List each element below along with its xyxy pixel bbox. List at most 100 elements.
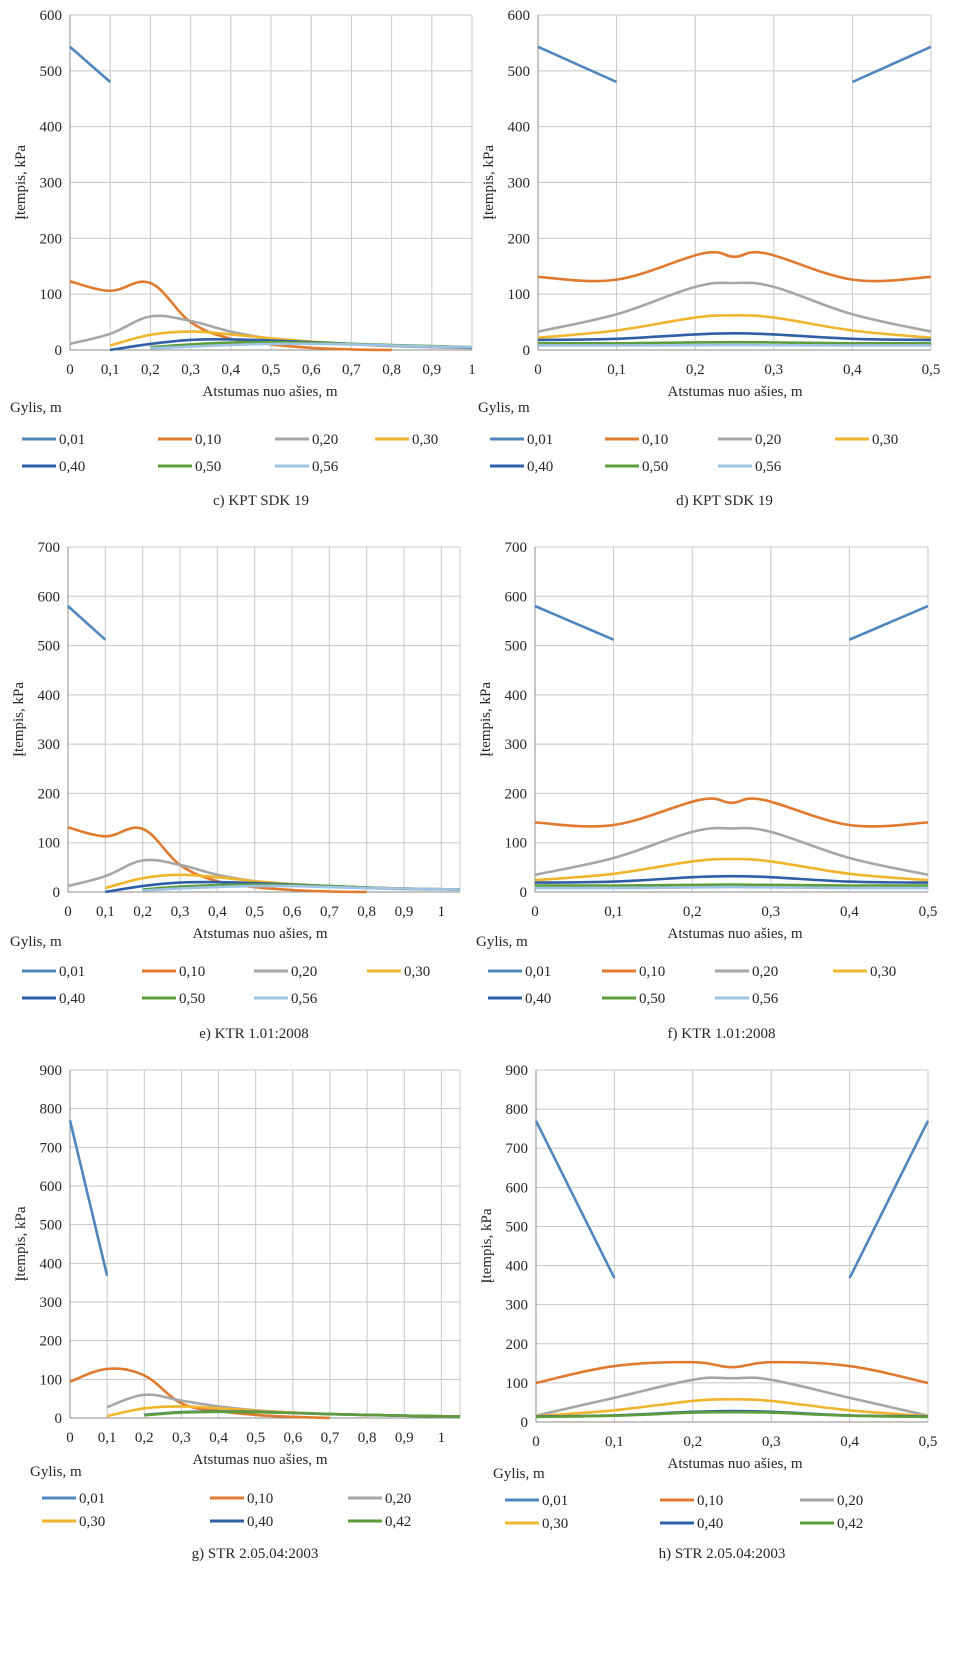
x-tick-label: 0,7 [321, 1430, 340, 1446]
x-tick-label: 0,6 [283, 1430, 302, 1446]
x-axis-title: Atstumas nuo ašies, m [193, 1452, 328, 1468]
series-line-0-01 [848, 604, 929, 641]
legend-label: 0,30 [542, 1516, 568, 1532]
y-axis-title: Įtempis, kPa [479, 1208, 495, 1283]
x-tick-label: 0,1 [98, 1430, 117, 1446]
series-line-0-40 [537, 332, 932, 342]
legend-label: 0,10 [639, 964, 665, 980]
y-tick-label: 0 [520, 885, 528, 901]
legend-label: 0,56 [312, 459, 339, 475]
x-tick-label: 0,5 [245, 904, 264, 920]
x-tick-label: 0,1 [605, 1434, 624, 1450]
y-tick-label: 300 [505, 737, 528, 753]
y-tick-label: 0 [55, 1411, 63, 1427]
legend-label: 0,20 [385, 1491, 411, 1507]
y-tick-label: 400 [508, 120, 531, 136]
legend-label: 0,10 [247, 1491, 273, 1507]
x-tick-label: 0,3 [171, 904, 190, 920]
x-tick-label: 0 [64, 904, 72, 920]
y-tick-label: 500 [508, 64, 531, 80]
legend-label: 0,01 [59, 432, 85, 448]
y-axis-title: Įtempis, kPa [13, 145, 29, 220]
series-line-0-01 [848, 1120, 930, 1279]
y-tick-label: 600 [506, 1180, 529, 1196]
legend-title: Gylis, m [10, 934, 62, 950]
y-tick-label: 300 [40, 176, 63, 192]
legend-title: Gylis, m [10, 400, 62, 416]
legend-label: 0,56 [755, 459, 782, 475]
legend-label: 0,01 [525, 964, 551, 980]
y-tick-label: 100 [40, 287, 63, 303]
chart-panel-5: 0 100 200 300 400 500 600 700 800 900 0 0,1 0,2 0,3 0,… [479, 1063, 937, 1562]
series-line-0-20 [535, 1376, 929, 1417]
y-tick-label: 800 [40, 1102, 63, 1118]
series-line-0-20 [537, 281, 932, 333]
y-tick-label: 300 [508, 176, 531, 192]
x-tick-label: 0 [66, 1430, 74, 1446]
legend-label: 0,56 [291, 991, 318, 1007]
x-tick-label: 0,3 [764, 362, 783, 378]
series-line-0-56 [537, 343, 932, 347]
legend-label: 0,10 [195, 432, 221, 448]
y-axis-title: Įtempis, kPa [478, 682, 494, 757]
legend-label: 0,40 [247, 1514, 273, 1530]
y-tick-label: 600 [40, 8, 63, 24]
y-tick-label: 600 [505, 589, 528, 605]
legend-title: Gylis, m [478, 400, 530, 416]
legend-title: Gylis, m [30, 1464, 82, 1480]
chart-panel-4: 0 100 200 300 400 500 600 700 800 900 0 0,1 0,2 0,3 0,… [13, 1063, 461, 1562]
y-tick-label: 100 [38, 836, 61, 852]
series-line-0-56 [142, 884, 461, 892]
series-line-0-30 [537, 314, 932, 339]
series-line-0-30 [534, 857, 929, 882]
x-tick-label: 0,3 [761, 904, 780, 920]
x-tick-label: 1 [438, 904, 446, 920]
y-tick-label: 400 [505, 688, 528, 704]
legend-label: 0,01 [79, 1491, 105, 1507]
legend-label: 0,30 [870, 964, 896, 980]
y-tick-label: 900 [40, 1063, 63, 1079]
series-line-0-01 [537, 45, 618, 84]
legend-label: 0,40 [59, 991, 85, 1007]
x-axis-title: Atstumas nuo ašies, m [668, 926, 803, 942]
series-line-0-10 [537, 250, 932, 283]
x-tick-label: 0,4 [843, 362, 862, 378]
legend-label: 0,01 [59, 964, 85, 980]
series-line-0-50 [534, 883, 929, 887]
chart-panel-0: 0 100 200 300 400 500 600 0 0,1 0,2 0,3 0,4 0,5 0,6 0,… [10, 8, 476, 509]
x-tick-label: 0,7 [342, 362, 361, 378]
y-tick-label: 200 [505, 786, 528, 802]
y-tick-label: 100 [508, 287, 531, 303]
series-line-0-10 [534, 797, 929, 828]
x-tick-label: 0,9 [422, 362, 441, 378]
legend-label: 0,10 [642, 432, 668, 448]
x-tick-label: 0,3 [762, 1434, 781, 1450]
legend-label: 0,42 [837, 1516, 863, 1532]
legend-label: 0,30 [412, 432, 438, 448]
y-tick-label: 100 [40, 1372, 63, 1388]
x-axis-title: Atstumas nuo ašies, m [203, 384, 338, 400]
y-tick-label: 200 [40, 1334, 63, 1350]
x-tick-label: 1 [438, 1430, 446, 1446]
x-tick-label: 0,6 [302, 362, 321, 378]
series-line-0-56 [150, 342, 473, 350]
y-tick-label: 700 [505, 540, 528, 556]
y-tick-label: 500 [40, 1218, 63, 1234]
series-line-0-10 [535, 1360, 929, 1385]
legend-label: 0,40 [525, 991, 551, 1007]
legend-label: 0,40 [59, 459, 85, 475]
series-line-0-40 [534, 874, 929, 884]
x-tick-label: 0,1 [607, 362, 626, 378]
x-tick-label: 0,1 [96, 904, 115, 920]
legend-label: 0,20 [291, 964, 317, 980]
legend-label: 0,30 [79, 1514, 105, 1530]
y-tick-label: 500 [40, 64, 63, 80]
x-axis-title: Atstumas nuo ašies, m [193, 926, 328, 942]
legend-label: 0,20 [752, 964, 778, 980]
legend-label: 0,01 [542, 1493, 568, 1509]
y-tick-label: 600 [508, 8, 531, 24]
x-axis-title: Atstumas nuo ašies, m [668, 384, 803, 400]
x-tick-label: 0,8 [382, 362, 401, 378]
y-tick-label: 600 [38, 589, 61, 605]
y-tick-label: 400 [506, 1259, 529, 1275]
